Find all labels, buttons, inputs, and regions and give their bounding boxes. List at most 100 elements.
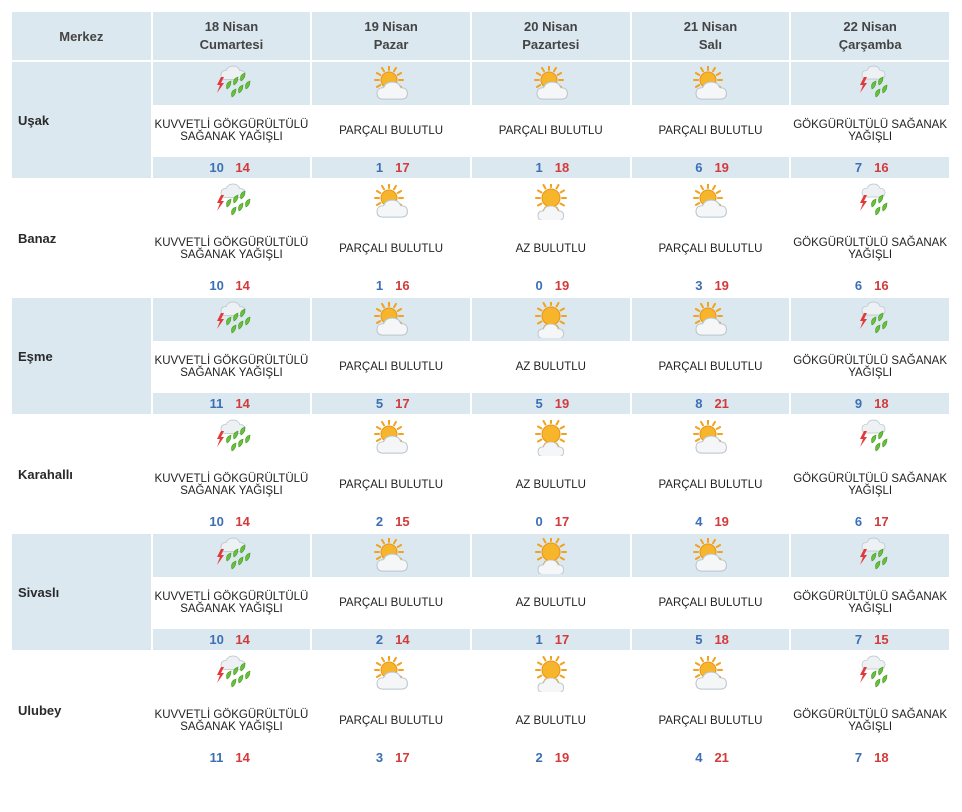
temperature-cell: 2 14 [312, 629, 470, 650]
forecast-table: Merkez 18 Nisan Cumartesi 19 Nisan Pazar 2… [10, 10, 951, 770]
heavy-thunder-rain-icon [153, 537, 311, 575]
header-weekday: Pazartesi [522, 37, 580, 52]
header-date: 20 Nisan [524, 19, 578, 34]
temperature-cell: 5 18 [631, 629, 790, 650]
low-temperature: 7 [854, 632, 863, 647]
weather-description: KUVVETLİ GÖKGÜRÜLTÜLÜ SAĞANAK YAĞIŞLI [152, 461, 311, 509]
weather-description: AZ BULUTLU [471, 461, 630, 509]
mostly-sunny-icon [472, 183, 630, 220]
header-day: 18 Nisan Cumartesi [152, 12, 311, 60]
high-temperature: 14 [235, 632, 250, 647]
city-row-descriptions: KUVVETLİ GÖKGÜRÜLTÜLÜ SAĞANAK YAĞIŞLI PAR… [12, 225, 949, 273]
weather-description: KUVVETLİ GÖKGÜRÜLTÜLÜ SAĞANAK YAĞIŞLI [152, 343, 311, 391]
low-temperature: 11 [209, 750, 224, 765]
weather-description: KUVVETLİ GÖKGÜRÜLTÜLÜ SAĞANAK YAĞIŞLI [152, 579, 311, 627]
city-row-temperatures: 10 14 2 15 0 17 4 19 6 17 [12, 511, 949, 532]
high-temperature: 21 [714, 396, 729, 411]
low-temperature: 7 [854, 160, 863, 175]
weather-description: PARÇALI BULUTLU [471, 107, 630, 155]
weather-description: KUVVETLİ GÖKGÜRÜLTÜLÜ SAĞANAK YAĞIŞLI [152, 697, 311, 745]
weather-icon-cell [471, 534, 630, 577]
temperature-cell: 0 17 [471, 511, 630, 532]
partly-cloudy-icon [632, 65, 790, 102]
weather-description: PARÇALI BULUTLU [312, 225, 470, 273]
low-temperature: 4 [695, 514, 703, 529]
low-temperature: 0 [535, 278, 543, 293]
header-date: 18 Nisan [204, 19, 259, 34]
weather-icon-cell [791, 652, 949, 695]
low-temperature: 4 [695, 750, 703, 765]
heavy-thunder-rain-icon [153, 65, 311, 103]
temperature-cell: 6 16 [791, 275, 949, 296]
city-row-icons: Ulubey [12, 652, 949, 768]
weather-icon-cell [631, 534, 790, 577]
city-name: Uşak [12, 62, 151, 178]
weather-icon-cell [791, 62, 949, 105]
weather-icon-cell [791, 534, 949, 577]
high-temperature: 19 [714, 160, 729, 175]
partly-cloudy-icon [312, 655, 470, 692]
weather-icon-cell [631, 652, 790, 695]
weather-description: PARÇALI BULUTLU [631, 225, 790, 273]
weather-icon-cell [152, 416, 311, 459]
weather-description: PARÇALI BULUTLU [312, 461, 470, 509]
high-temperature: 15 [874, 632, 889, 647]
weather-description: PARÇALI BULUTLU [312, 107, 470, 155]
high-temperature: 18 [714, 632, 729, 647]
thunder-rain-icon [791, 301, 949, 339]
low-temperature: 5 [375, 396, 384, 411]
city-name: Eşme [12, 298, 151, 414]
partly-cloudy-icon [312, 537, 470, 574]
city-row-descriptions: KUVVETLİ GÖKGÜRÜLTÜLÜ SAĞANAK YAĞIŞLI PAR… [12, 697, 949, 745]
city-name: Sivaslı [12, 534, 151, 650]
weather-icon-cell [312, 298, 470, 341]
low-temperature: 3 [375, 750, 384, 765]
forecast-body: Uşak KUVVETLİ GÖKGÜRÜLTÜLÜ SAĞANAK YAĞIŞL… [12, 62, 949, 768]
city-row-icons: Eşme [12, 298, 949, 414]
city-name: Banaz [12, 180, 151, 296]
high-temperature: 14 [235, 278, 250, 293]
city-row-temperatures: 10 14 1 16 0 19 3 19 6 16 [12, 275, 949, 296]
low-temperature: 6 [695, 160, 703, 175]
header-weekday: Çarşamba [838, 37, 902, 52]
temperature-cell: 8 21 [631, 393, 790, 414]
low-temperature: 2 [375, 632, 384, 647]
weather-icon-cell [152, 534, 311, 577]
weather-icon-cell [471, 62, 630, 105]
weather-description: AZ BULUTLU [471, 343, 630, 391]
weather-description: AZ BULUTLU [471, 579, 630, 627]
temperature-cell: 3 19 [631, 275, 790, 296]
weather-icon-cell [312, 534, 470, 577]
high-temperature: 19 [714, 514, 729, 529]
temperature-cell: 1 17 [471, 629, 630, 650]
city-row-descriptions: KUVVETLİ GÖKGÜRÜLTÜLÜ SAĞANAK YAĞIŞLI PAR… [12, 461, 949, 509]
temperature-cell: 6 19 [631, 157, 790, 178]
temperature-cell: 6 17 [791, 511, 949, 532]
low-temperature: 10 [209, 632, 224, 647]
temperature-cell: 1 16 [312, 275, 470, 296]
weather-icon-cell [791, 298, 949, 341]
city-row-temperatures: 11 14 3 17 2 19 4 21 7 18 [12, 747, 949, 768]
thunder-rain-icon [791, 65, 949, 103]
header-city-label: Merkez [59, 28, 104, 44]
city-row-descriptions: KUVVETLİ GÖKGÜRÜLTÜLÜ SAĞANAK YAĞIŞLI PAR… [12, 343, 949, 391]
temperature-cell: 3 17 [312, 747, 470, 768]
low-temperature: 11 [209, 396, 224, 411]
thunder-rain-icon [791, 419, 949, 457]
weather-icon-cell [471, 180, 630, 223]
header-day: 22 Nisan Çarşamba [791, 12, 949, 60]
high-temperature: 19 [714, 278, 729, 293]
high-temperature: 17 [874, 514, 889, 529]
heavy-thunder-rain-icon [153, 183, 311, 221]
low-temperature: 0 [535, 514, 543, 529]
header-weekday: Cumartesi [199, 37, 264, 52]
weather-icon-cell [631, 298, 790, 341]
weather-icon-cell [791, 416, 949, 459]
city-row-temperatures: 10 14 2 14 1 17 5 18 7 15 [12, 629, 949, 650]
weather-icon-cell [471, 298, 630, 341]
high-temperature: 18 [874, 396, 889, 411]
weather-description: GÖKGÜRÜLTÜLÜ SAĞANAK YAĞIŞLI [791, 343, 949, 391]
partly-cloudy-icon [632, 301, 790, 338]
temperature-cell: 5 17 [312, 393, 470, 414]
header-date: 22 Nisan [843, 19, 897, 34]
